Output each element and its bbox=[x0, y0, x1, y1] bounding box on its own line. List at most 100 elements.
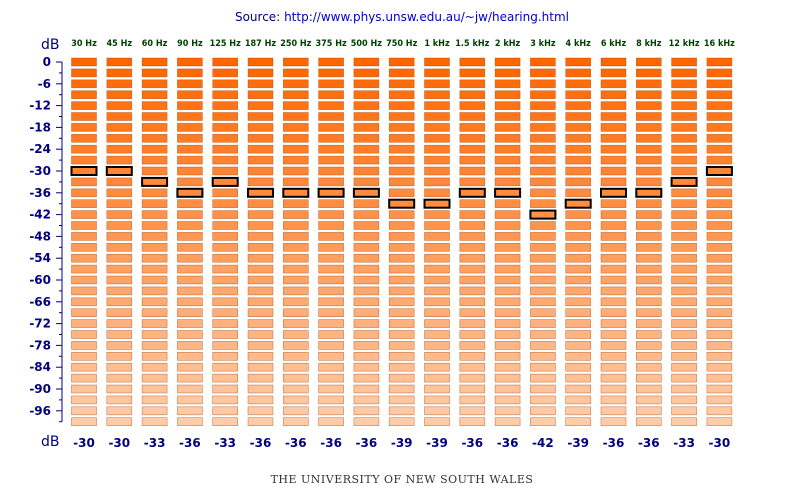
level-bar[interactable] bbox=[106, 79, 133, 89]
level-bar[interactable] bbox=[459, 406, 486, 416]
level-bar[interactable] bbox=[459, 341, 486, 350]
level-bar[interactable] bbox=[671, 384, 697, 394]
level-bar[interactable] bbox=[565, 123, 592, 132]
level-bar[interactable] bbox=[247, 221, 274, 230]
level-bar[interactable] bbox=[106, 253, 133, 263]
level-bar[interactable] bbox=[424, 351, 450, 361]
level-bar[interactable] bbox=[212, 68, 238, 78]
level-bar[interactable] bbox=[565, 406, 592, 416]
level-bar[interactable] bbox=[600, 68, 627, 78]
level-bar[interactable] bbox=[388, 112, 415, 121]
level-bar[interactable] bbox=[671, 79, 697, 89]
level-bar[interactable] bbox=[318, 112, 344, 121]
level-bar[interactable] bbox=[141, 123, 168, 132]
level-bar[interactable] bbox=[247, 286, 274, 296]
level-bar[interactable] bbox=[565, 319, 592, 328]
level-bar[interactable] bbox=[494, 253, 521, 263]
level-bar[interactable] bbox=[282, 101, 309, 110]
level-bar[interactable] bbox=[106, 134, 133, 143]
level-bar[interactable] bbox=[671, 253, 697, 263]
level-bar[interactable] bbox=[247, 57, 274, 67]
level-bar[interactable] bbox=[494, 395, 521, 405]
level-bar[interactable] bbox=[635, 221, 662, 230]
level-bar[interactable] bbox=[388, 384, 415, 394]
level-bar[interactable] bbox=[388, 188, 415, 198]
threshold-bar[interactable] bbox=[352, 187, 380, 198]
level-bar[interactable] bbox=[212, 417, 238, 427]
level-bar[interactable] bbox=[247, 395, 274, 405]
level-bar[interactable] bbox=[318, 210, 344, 219]
level-bar[interactable] bbox=[530, 243, 556, 252]
level-bar[interactable] bbox=[71, 188, 97, 198]
level-bar[interactable] bbox=[318, 417, 344, 427]
level-bar[interactable] bbox=[318, 384, 344, 394]
level-bar[interactable] bbox=[530, 275, 556, 285]
level-bar[interactable] bbox=[282, 308, 309, 318]
level-bar[interactable] bbox=[635, 253, 662, 263]
level-bar[interactable] bbox=[282, 275, 309, 285]
level-bar[interactable] bbox=[600, 199, 627, 208]
level-bar[interactable] bbox=[706, 101, 733, 110]
threshold-bar[interactable] bbox=[105, 166, 133, 176]
level-bar[interactable] bbox=[141, 57, 168, 67]
level-bar[interactable] bbox=[706, 341, 733, 350]
level-bar[interactable] bbox=[565, 188, 592, 198]
level-bar[interactable] bbox=[177, 286, 203, 296]
level-bar[interactable] bbox=[318, 123, 344, 132]
level-bar[interactable] bbox=[282, 297, 309, 307]
level-bar[interactable] bbox=[424, 188, 450, 198]
level-bar[interactable] bbox=[424, 155, 450, 165]
level-bar[interactable] bbox=[353, 144, 380, 154]
level-bar[interactable] bbox=[318, 395, 344, 405]
level-bar[interactable] bbox=[565, 177, 592, 187]
level-bar[interactable] bbox=[141, 199, 168, 208]
level-bar[interactable] bbox=[282, 199, 309, 208]
level-bar[interactable] bbox=[106, 341, 133, 350]
level-bar[interactable] bbox=[141, 221, 168, 230]
level-bar[interactable] bbox=[494, 166, 521, 176]
level-bar[interactable] bbox=[706, 286, 733, 296]
level-bar[interactable] bbox=[459, 362, 486, 372]
level-bar[interactable] bbox=[71, 134, 97, 143]
level-bar[interactable] bbox=[459, 275, 486, 285]
level-bar[interactable] bbox=[353, 395, 380, 405]
level-bar[interactable] bbox=[530, 134, 556, 143]
level-bar[interactable] bbox=[141, 286, 168, 296]
level-bar[interactable] bbox=[212, 134, 238, 143]
level-bar[interactable] bbox=[212, 155, 238, 165]
level-bar[interactable] bbox=[530, 232, 556, 241]
level-bar[interactable] bbox=[600, 384, 627, 394]
level-bar[interactable] bbox=[388, 134, 415, 143]
level-bar[interactable] bbox=[282, 79, 309, 89]
level-bar[interactable] bbox=[671, 275, 697, 285]
level-bar[interactable] bbox=[459, 417, 486, 427]
level-bar[interactable] bbox=[212, 264, 238, 274]
level-bar[interactable] bbox=[388, 210, 415, 219]
threshold-bar[interactable] bbox=[635, 187, 663, 198]
level-bar[interactable] bbox=[247, 275, 274, 285]
level-bar[interactable] bbox=[565, 308, 592, 318]
level-bar[interactable] bbox=[141, 232, 168, 241]
level-bar[interactable] bbox=[212, 373, 238, 383]
level-bar[interactable] bbox=[318, 373, 344, 383]
level-bar[interactable] bbox=[459, 232, 486, 241]
level-bar[interactable] bbox=[459, 144, 486, 154]
level-bar[interactable] bbox=[459, 101, 486, 110]
level-bar[interactable] bbox=[388, 221, 415, 230]
level-bar[interactable] bbox=[635, 373, 662, 383]
level-bar[interactable] bbox=[635, 395, 662, 405]
level-bar[interactable] bbox=[459, 264, 486, 274]
level-bar[interactable] bbox=[706, 319, 733, 328]
threshold-bar[interactable] bbox=[423, 198, 451, 209]
level-bar[interactable] bbox=[530, 68, 556, 78]
level-bar[interactable] bbox=[388, 373, 415, 383]
level-bar[interactable] bbox=[353, 384, 380, 394]
level-bar[interactable] bbox=[494, 319, 521, 328]
level-bar[interactable] bbox=[388, 68, 415, 78]
level-bar[interactable] bbox=[282, 264, 309, 274]
level-bar[interactable] bbox=[106, 406, 133, 416]
level-bar[interactable] bbox=[424, 275, 450, 285]
level-bar[interactable] bbox=[530, 166, 556, 176]
level-bar[interactable] bbox=[177, 243, 203, 252]
level-bar[interactable] bbox=[706, 177, 733, 187]
